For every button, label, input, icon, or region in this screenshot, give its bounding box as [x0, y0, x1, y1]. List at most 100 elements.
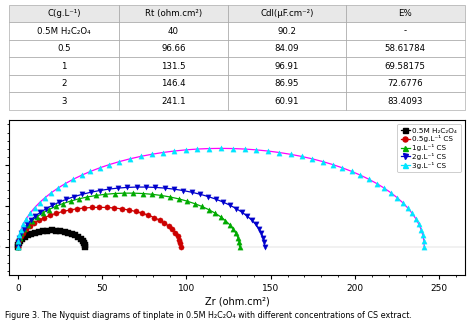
Point [418, 227, 425, 232]
Point [23, 222, 31, 227]
Point [145, 213, 152, 218]
Point [81, 240, 88, 245]
Point [177, 241, 184, 246]
Point [227, 203, 234, 208]
Point [161, 220, 168, 225]
Point [170, 186, 178, 192]
Point [120, 191, 128, 196]
Point [116, 159, 123, 164]
Point [52, 204, 59, 209]
Point [172, 230, 179, 235]
Point [118, 206, 126, 211]
Point [138, 211, 146, 216]
Point [319, 159, 327, 164]
Point [15, 241, 22, 246]
Point [255, 226, 263, 231]
Point [257, 231, 265, 236]
Point [16, 235, 23, 240]
Point [45, 207, 53, 212]
Point [17, 238, 24, 243]
Point [248, 218, 255, 223]
Point [82, 244, 89, 249]
Point [139, 191, 146, 196]
Point [24, 222, 32, 227]
Point [229, 146, 237, 151]
Point [222, 218, 229, 223]
Point [41, 195, 49, 200]
Point [161, 185, 169, 191]
Point [96, 188, 103, 193]
Point [380, 185, 388, 191]
Point [348, 169, 356, 174]
Point [168, 227, 176, 232]
Point [96, 205, 103, 210]
Point [166, 194, 174, 200]
Point [236, 244, 243, 249]
Point [165, 223, 173, 229]
Point [74, 234, 82, 239]
Point [373, 181, 381, 186]
Point [137, 154, 145, 159]
Point [23, 216, 30, 221]
Point [329, 162, 337, 167]
Point [148, 152, 155, 157]
X-axis label: Zr (ohm.cm²): Zr (ohm.cm²) [205, 296, 269, 306]
Point [404, 205, 411, 210]
Point [27, 223, 34, 229]
Point [64, 230, 72, 235]
Point [123, 185, 131, 190]
Point [81, 205, 88, 211]
Point [49, 203, 56, 208]
Point [42, 206, 50, 211]
Point [253, 147, 260, 152]
Point [19, 230, 27, 235]
Point [92, 193, 100, 198]
Point [21, 234, 28, 239]
Point [75, 196, 82, 202]
Point [176, 237, 183, 242]
Point [73, 206, 81, 211]
Point [212, 197, 220, 202]
Point [18, 231, 25, 236]
Point [103, 205, 110, 210]
Point [252, 222, 259, 227]
Point [15, 240, 23, 245]
Point [177, 244, 184, 249]
Point [15, 240, 22, 245]
Point [205, 194, 212, 199]
Point [150, 215, 158, 220]
Point [46, 213, 54, 218]
Point [35, 229, 43, 234]
Point [148, 192, 156, 197]
Point [217, 214, 224, 219]
Point [420, 244, 428, 249]
Point [133, 185, 140, 190]
Point [36, 200, 43, 205]
Point [16, 235, 23, 240]
Point [415, 222, 422, 227]
Point [152, 185, 159, 190]
Point [191, 201, 199, 206]
Point [229, 226, 237, 232]
Point [393, 195, 401, 200]
Point [83, 194, 91, 200]
Point [44, 228, 51, 233]
Point [18, 236, 26, 241]
Point [66, 207, 74, 213]
Point [387, 190, 395, 195]
Point [132, 209, 139, 214]
Point [182, 147, 190, 152]
Point [101, 192, 109, 197]
Point [53, 211, 60, 216]
Point [175, 196, 182, 202]
Point [194, 147, 201, 152]
Point [36, 210, 44, 215]
Point [142, 185, 150, 190]
Point [235, 240, 243, 245]
Point [72, 232, 79, 238]
Point [156, 218, 164, 223]
Point [23, 227, 30, 232]
Text: Figure 3. The Nyquist diagrams of tinplate in 0.5M H₂C₂O₄ with different concent: Figure 3. The Nyquist diagrams of tinpla… [5, 311, 411, 320]
Point [14, 244, 22, 249]
Point [70, 177, 77, 182]
